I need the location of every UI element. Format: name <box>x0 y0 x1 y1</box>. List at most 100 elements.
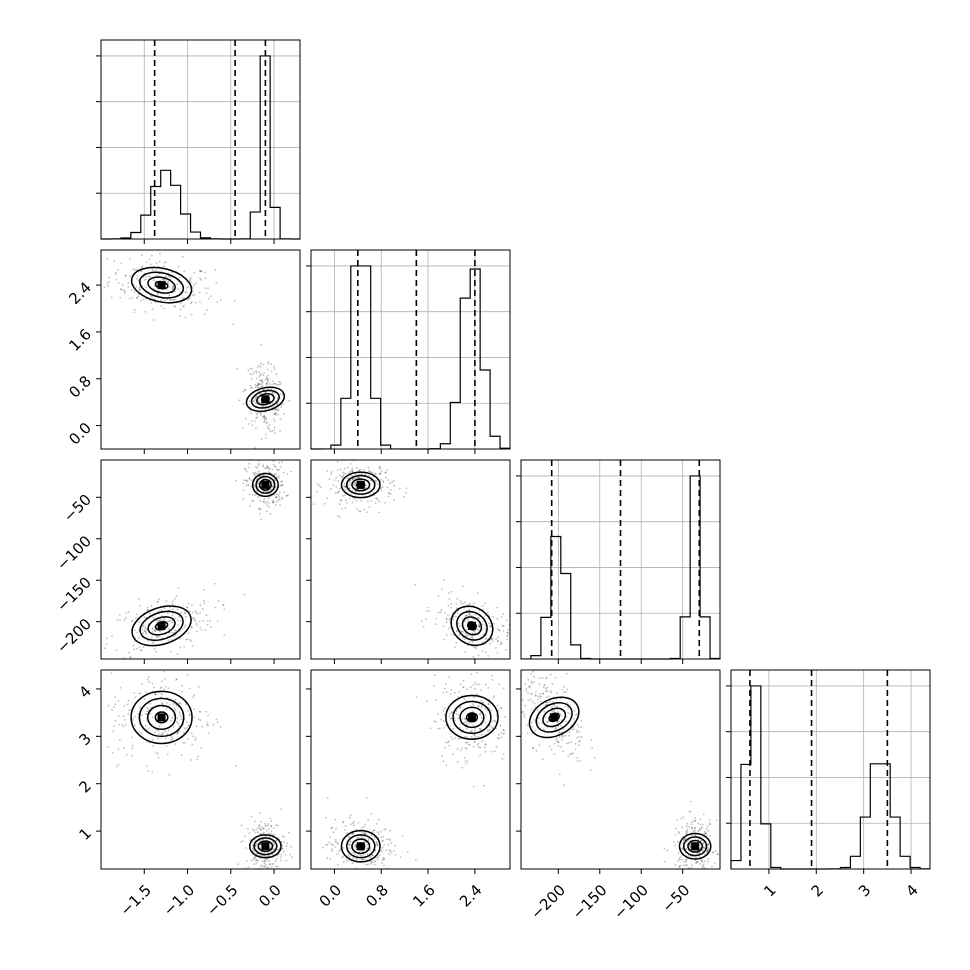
sample-point <box>538 722 540 725</box>
sample-point <box>703 847 705 849</box>
sample-point <box>378 473 381 475</box>
sample-point <box>521 698 524 701</box>
sample-point <box>167 275 170 277</box>
sample-point <box>151 631 154 633</box>
sample-point <box>369 860 372 863</box>
sample-point <box>114 703 117 706</box>
sample-point <box>473 696 475 699</box>
sample-point <box>198 620 201 623</box>
sample-point <box>266 829 268 832</box>
sample-point <box>278 468 281 471</box>
sample-point <box>258 507 260 509</box>
sample-point <box>180 611 183 614</box>
sample-point <box>131 296 134 299</box>
sample-point <box>268 863 271 866</box>
sample-point <box>329 857 332 860</box>
sample-point <box>471 729 473 732</box>
sample-point <box>343 482 346 485</box>
sample-point <box>264 391 267 394</box>
sample-point <box>179 702 182 704</box>
sample-point <box>248 477 251 480</box>
sample-point <box>195 611 198 614</box>
sample-point <box>255 412 258 414</box>
sample-point <box>158 635 161 638</box>
sample-point <box>472 710 474 713</box>
sample-point <box>477 629 480 632</box>
sample-point <box>255 472 258 475</box>
sample-point <box>445 691 448 693</box>
sample-point <box>266 866 268 869</box>
sample-point <box>256 366 259 368</box>
sample-point <box>252 371 255 374</box>
contour-3-0-0-2 <box>146 704 177 730</box>
sample-point <box>551 710 554 712</box>
sample-point <box>276 403 279 405</box>
contour-3-1-1-1 <box>452 700 492 735</box>
sample-point <box>346 874 348 876</box>
sample-point <box>335 827 337 830</box>
sample-point <box>212 723 215 726</box>
sample-point <box>463 698 466 700</box>
sample-point <box>491 640 494 643</box>
sample-point <box>265 418 267 421</box>
sample-point <box>191 645 194 647</box>
sample-point <box>137 295 140 298</box>
sample-point <box>261 865 263 868</box>
sample-point <box>181 305 184 308</box>
sample-point <box>464 747 467 750</box>
sample-point <box>678 832 680 835</box>
sample-point <box>481 650 484 652</box>
sample-point <box>523 713 526 716</box>
sample-point <box>481 605 484 607</box>
sample-point <box>204 277 207 280</box>
sample-point <box>716 853 719 856</box>
sample-point <box>286 472 289 475</box>
sample-point <box>117 699 120 702</box>
sample-point <box>681 848 683 851</box>
sample-point <box>174 617 177 620</box>
sample-point <box>187 602 190 605</box>
sample-point <box>137 293 140 296</box>
sample-point <box>245 847 247 849</box>
sample-point <box>342 821 344 824</box>
sample-point <box>701 865 704 867</box>
contour-3-2-1-1 <box>683 836 708 857</box>
sample-point <box>171 738 174 741</box>
sample-point <box>495 647 497 649</box>
sample-point <box>322 846 324 849</box>
sample-point <box>179 646 182 649</box>
sample-point <box>194 738 197 741</box>
sample-point <box>342 861 345 864</box>
contour-1-0-1-0 <box>245 386 286 413</box>
sample-point <box>267 823 269 825</box>
sample-point <box>703 853 706 855</box>
sample-point <box>269 870 271 872</box>
sample-point <box>367 838 370 841</box>
sample-point <box>260 864 263 867</box>
sample-point <box>251 847 254 850</box>
contour-3-2-1-2 <box>687 839 703 853</box>
sample-point <box>484 638 487 641</box>
y-tick-label-2-1: −150 <box>53 574 95 616</box>
x-tick-label-0-0: −1.5 <box>117 881 155 919</box>
sample-point <box>273 843 276 845</box>
sample-point <box>343 485 345 488</box>
sample-point <box>580 726 582 729</box>
y-tick-label-2-2: −100 <box>53 532 95 574</box>
sample-point <box>344 825 347 827</box>
sample-point <box>178 711 181 713</box>
sample-point <box>161 693 164 696</box>
sample-point <box>485 637 488 640</box>
sample-point <box>251 424 254 427</box>
sample-point <box>371 471 374 474</box>
sample-point <box>272 463 275 466</box>
sample-point <box>279 418 282 421</box>
sample-point <box>479 754 481 757</box>
sample-point <box>456 612 459 615</box>
sample-point <box>685 832 688 835</box>
panel-frame-3-2 <box>520 669 721 870</box>
sample-point <box>442 760 445 763</box>
sample-point <box>478 626 481 629</box>
sample-point <box>138 692 141 695</box>
sample-point <box>464 620 466 623</box>
